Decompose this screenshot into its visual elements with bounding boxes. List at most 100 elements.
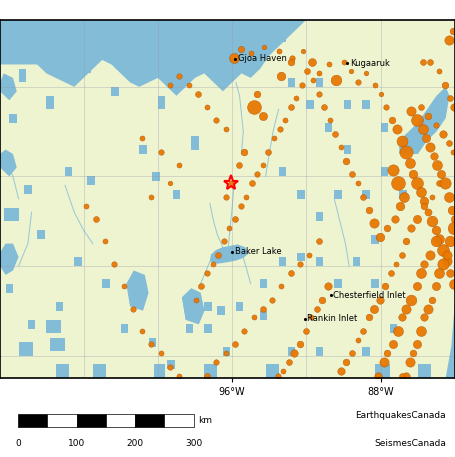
- Polygon shape: [362, 190, 369, 199]
- Point: [315, 238, 322, 245]
- Point: [203, 372, 211, 379]
- Point: [101, 238, 109, 245]
- Point: [432, 238, 439, 245]
- Point: [389, 340, 396, 348]
- Point: [376, 233, 384, 240]
- Point: [83, 202, 90, 209]
- Point: [309, 76, 317, 84]
- Point: [237, 202, 244, 209]
- Point: [248, 180, 255, 187]
- Point: [447, 95, 454, 102]
- Point: [231, 340, 238, 348]
- Point: [388, 117, 395, 124]
- Polygon shape: [278, 257, 286, 266]
- Point: [213, 359, 220, 366]
- Point: [394, 126, 401, 133]
- Point: [397, 202, 404, 209]
- Point: [222, 193, 229, 200]
- Polygon shape: [288, 78, 295, 87]
- Point: [343, 157, 350, 165]
- Point: [434, 162, 441, 169]
- Point: [395, 327, 402, 335]
- Point: [413, 215, 420, 223]
- Point: [413, 340, 420, 348]
- Point: [228, 180, 235, 187]
- Polygon shape: [46, 320, 61, 333]
- Point: [285, 359, 293, 366]
- Polygon shape: [204, 302, 212, 311]
- Point: [332, 130, 339, 138]
- Polygon shape: [306, 100, 314, 109]
- Polygon shape: [28, 320, 35, 329]
- Point: [428, 218, 435, 225]
- Point: [377, 90, 384, 97]
- Point: [450, 280, 455, 287]
- Polygon shape: [399, 87, 450, 154]
- Point: [376, 296, 384, 303]
- Point: [278, 72, 285, 80]
- Polygon shape: [130, 279, 137, 288]
- Point: [439, 130, 446, 138]
- Point: [370, 220, 378, 227]
- Point: [365, 206, 372, 213]
- Point: [417, 103, 424, 111]
- Point: [231, 215, 238, 223]
- Polygon shape: [316, 78, 323, 87]
- Point: [437, 170, 445, 178]
- Text: Kugaaruk: Kugaaruk: [350, 58, 390, 68]
- Point: [425, 305, 432, 312]
- Point: [279, 367, 287, 375]
- Polygon shape: [0, 244, 19, 275]
- Polygon shape: [186, 324, 193, 333]
- Point: [215, 251, 222, 258]
- Point: [220, 238, 228, 245]
- Point: [413, 282, 420, 290]
- Polygon shape: [223, 346, 230, 356]
- Point: [213, 117, 220, 124]
- Point: [382, 282, 389, 290]
- Point: [203, 269, 211, 276]
- Point: [408, 108, 415, 115]
- Polygon shape: [316, 257, 323, 266]
- Text: Chesterfield Inlet: Chesterfield Inlet: [334, 291, 406, 300]
- Point: [308, 314, 315, 321]
- Point: [111, 260, 118, 267]
- Polygon shape: [19, 342, 33, 356]
- Polygon shape: [93, 365, 106, 378]
- Point: [406, 159, 413, 167]
- Point: [176, 72, 183, 80]
- Point: [288, 54, 295, 61]
- Point: [176, 372, 183, 379]
- Point: [419, 126, 426, 133]
- Point: [198, 282, 205, 290]
- Point: [354, 180, 361, 187]
- Polygon shape: [121, 324, 128, 333]
- Point: [274, 372, 281, 379]
- Polygon shape: [126, 271, 149, 311]
- Polygon shape: [0, 149, 17, 176]
- Polygon shape: [217, 306, 225, 315]
- Point: [313, 305, 320, 312]
- Polygon shape: [371, 279, 379, 288]
- Point: [282, 117, 289, 124]
- Point: [380, 359, 387, 366]
- Point: [402, 305, 410, 312]
- Point: [238, 45, 245, 53]
- Point: [417, 327, 424, 335]
- Polygon shape: [0, 20, 306, 96]
- Point: [425, 112, 432, 120]
- Polygon shape: [446, 20, 455, 378]
- Polygon shape: [266, 365, 278, 378]
- Point: [359, 327, 367, 335]
- Point: [441, 180, 449, 187]
- Polygon shape: [204, 324, 212, 333]
- Polygon shape: [154, 365, 165, 378]
- Polygon shape: [102, 279, 110, 288]
- Point: [384, 350, 391, 357]
- Point: [449, 206, 455, 213]
- Polygon shape: [182, 288, 204, 324]
- Point: [316, 70, 323, 77]
- Point: [347, 68, 354, 75]
- Point: [435, 235, 443, 243]
- Point: [325, 61, 332, 68]
